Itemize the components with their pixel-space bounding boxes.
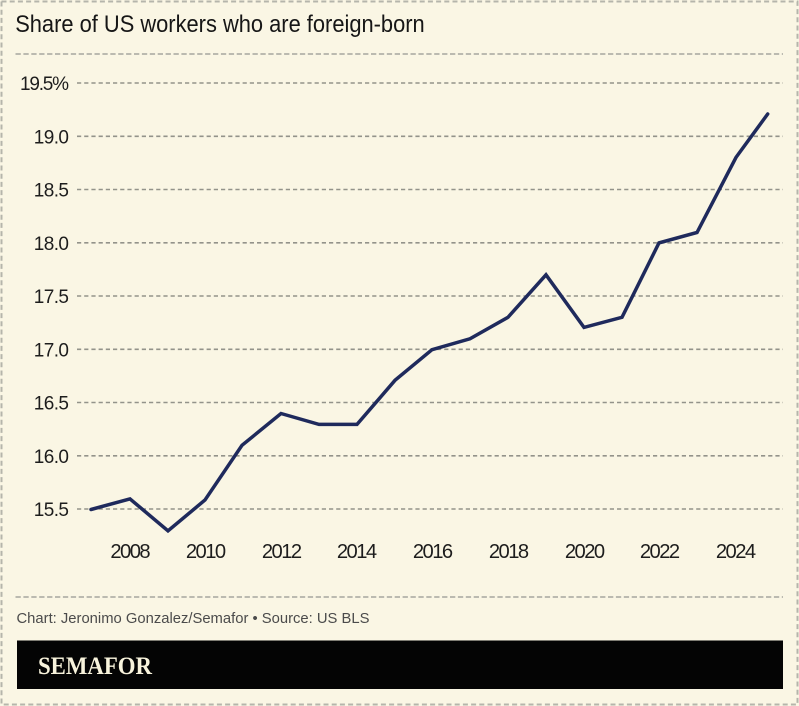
svg-text:18.5: 18.5 (34, 181, 69, 202)
svg-text:2018: 2018 (489, 541, 529, 563)
svg-text:15.5: 15.5 (34, 500, 69, 521)
svg-text:SEMAFOR: SEMAFOR (38, 651, 153, 680)
svg-text:16.0: 16.0 (34, 447, 69, 468)
svg-text:2022: 2022 (640, 541, 680, 563)
svg-text:17.5: 17.5 (34, 287, 69, 308)
svg-text:2014: 2014 (337, 541, 377, 563)
svg-text:18.0: 18.0 (34, 234, 69, 255)
svg-text:2012: 2012 (262, 541, 302, 563)
svg-text:19.5%: 19.5% (20, 74, 69, 95)
svg-text:Chart: Jeronimo Gonzalez/Semaf: Chart: Jeronimo Gonzalez/Semafor • Sourc… (17, 610, 370, 627)
svg-text:19.0: 19.0 (34, 127, 69, 148)
svg-text:2008: 2008 (110, 541, 150, 563)
svg-text:17.0: 17.0 (34, 340, 69, 361)
svg-text:2010: 2010 (186, 541, 226, 563)
svg-text:2016: 2016 (413, 541, 453, 563)
svg-text:2020: 2020 (565, 541, 605, 563)
svg-text:2024: 2024 (716, 541, 756, 563)
svg-text:Share of US workers who are fo: Share of US workers who are foreign-born (15, 11, 425, 38)
svg-text:16.5: 16.5 (34, 394, 69, 415)
